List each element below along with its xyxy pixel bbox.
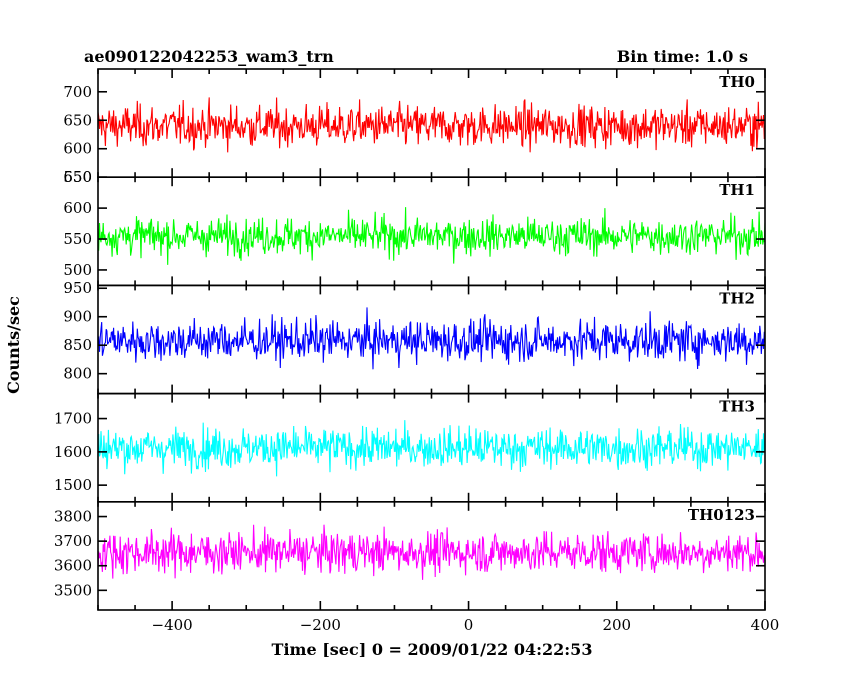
y-tick-label: 700 — [63, 83, 92, 101]
y-tick-label: 3500 — [54, 581, 92, 599]
y-tick-label: 850 — [63, 336, 92, 354]
y-tick-label: 1700 — [54, 410, 92, 428]
series-line-th3 — [97, 420, 766, 477]
x-axis-label: Time [sec] 0 = 2009/01/22 04:22:53 — [272, 640, 593, 659]
y-tick-label: 600 — [63, 140, 92, 158]
x-tick-label: −400 — [152, 616, 193, 634]
plot-title: ae090122042253_wam3_trn — [84, 47, 334, 66]
y-tick-label: 500 — [63, 261, 92, 279]
series-line-th1 — [97, 207, 766, 265]
y-tick-label: 1600 — [54, 443, 92, 461]
panels: 550 600 650 700 TH0 500 550 600 650 TH1 800 850 900 9… — [54, 68, 780, 634]
series-line-th0123 — [97, 524, 766, 580]
y-tick-label: 3600 — [54, 557, 92, 575]
series-line-th0 — [97, 97, 766, 153]
y-axis-label: Counts/sec — [4, 296, 23, 394]
y-tick-label: 3800 — [54, 508, 92, 526]
x-tick-label: 0 — [464, 616, 474, 634]
bin-time-label: Bin time: 1.0 s — [617, 47, 748, 66]
y-tick-label: 650 — [63, 168, 92, 186]
x-tick-label: 400 — [751, 616, 780, 634]
x-tick-label: 200 — [602, 616, 631, 634]
x-tick-label: −200 — [300, 616, 341, 634]
y-tick-label: 900 — [63, 308, 92, 326]
y-tick-label: 550 — [63, 230, 92, 248]
y-tick-label: 3700 — [54, 532, 92, 550]
y-tick-label: 550 — [63, 168, 92, 186]
series-label: TH0123 — [688, 506, 755, 524]
series-label: TH2 — [719, 289, 755, 307]
series-label: TH0 — [719, 73, 755, 91]
y-tick-label: 800 — [63, 365, 92, 383]
series-label: TH1 — [719, 181, 755, 199]
y-tick-label: 1500 — [54, 476, 92, 494]
y-tick-label: 950 — [63, 279, 92, 297]
y-tick-label: 600 — [63, 199, 92, 217]
series-label: TH3 — [719, 398, 755, 416]
series-line-th2 — [97, 307, 766, 370]
y-tick-label: 650 — [63, 111, 92, 129]
